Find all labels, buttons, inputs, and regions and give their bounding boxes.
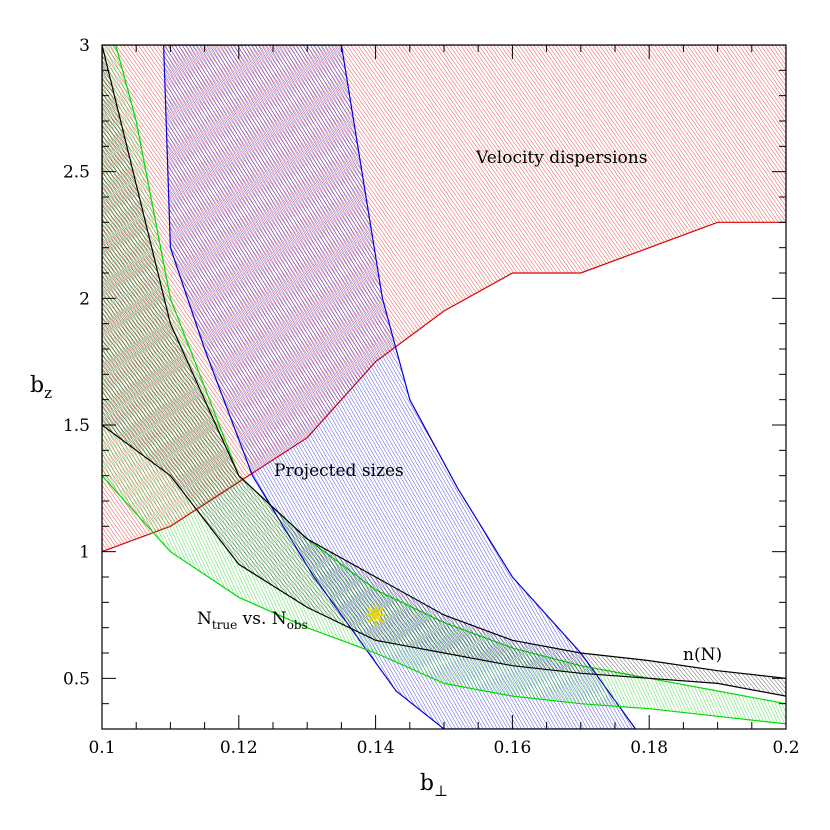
y-tick-label: 3	[79, 36, 90, 56]
x-tick-label: 0.18	[630, 738, 668, 758]
y-tick-labels: 0.5 1 1.5 2 2.5 3	[63, 36, 90, 689]
n-of-n-label: n(N)	[683, 645, 722, 665]
velocity-dispersions-label: Velocity dispersions	[475, 148, 647, 168]
y-tick-label: 2.5	[63, 163, 90, 183]
ntrue-vs-nobs-label: Ntrue vs. Nobs	[197, 609, 308, 632]
region-projected-sizes	[162, 45, 637, 729]
best-fit-star-marker	[365, 605, 386, 625]
projected-sizes-label: Projected sizes	[274, 461, 404, 481]
x-tick-label: 0.12	[220, 738, 258, 758]
region-n-n	[102, 45, 786, 697]
x-tick-label: 0.14	[357, 738, 395, 758]
y-tick-label: 1	[79, 543, 90, 563]
x-tick-label: 0.1	[88, 738, 115, 758]
y-tick-label: 1.5	[63, 416, 90, 436]
x-tick-labels: 0.1 0.12 0.14 0.16 0.18 0.2	[88, 738, 799, 758]
best-fit-marker-group	[365, 605, 386, 625]
y-tick-label: 2	[79, 289, 90, 309]
x-tick-label: 0.2	[772, 738, 799, 758]
x-tick-label: 0.16	[493, 738, 531, 758]
y-tick-label: 0.5	[63, 669, 90, 689]
y-axis-label: bz	[30, 373, 52, 402]
x-axis-label: b⊥	[420, 771, 448, 800]
axis-ticks	[101, 44, 787, 730]
confidence-regions	[102, 45, 786, 729]
